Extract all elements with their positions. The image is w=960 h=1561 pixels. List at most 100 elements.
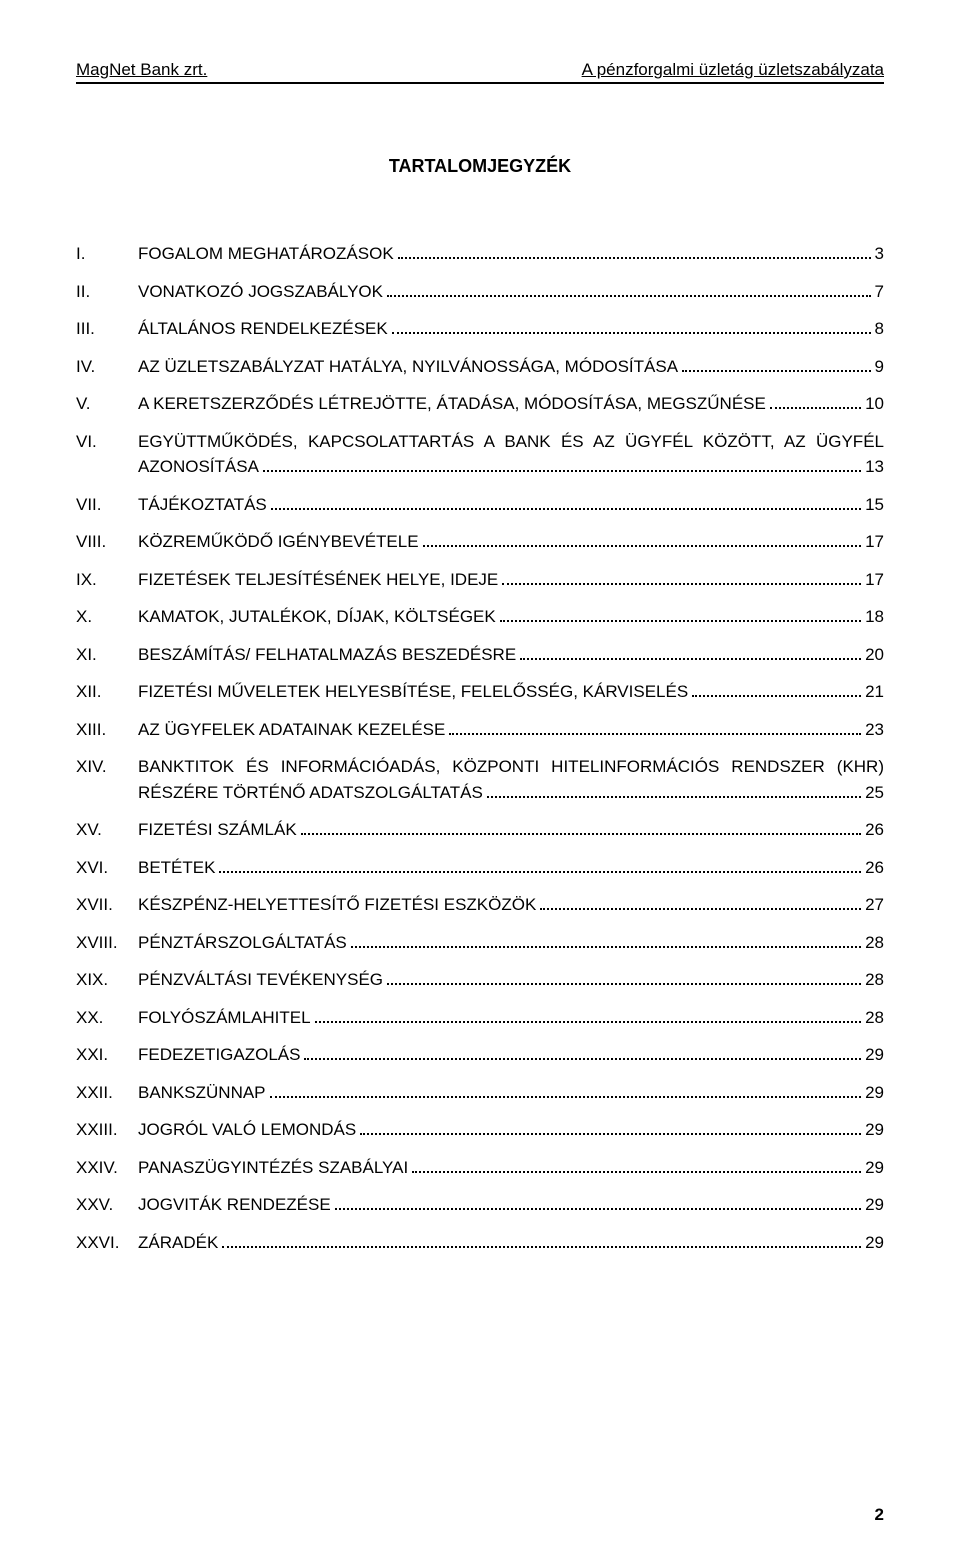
toc-entry-label: FEDEZETIGAZOLÁS bbox=[138, 1042, 300, 1068]
toc-entry: VIII.KÖZREMŰKÖDŐ IGÉNYBEVÉTELE 17 bbox=[76, 529, 884, 555]
toc-entry-page: 20 bbox=[865, 642, 884, 668]
toc-entry-page: 17 bbox=[865, 567, 884, 593]
toc-entry-page: 27 bbox=[865, 892, 884, 918]
toc-entry-page: 29 bbox=[865, 1230, 884, 1256]
toc-entry: XII.FIZETÉSI MŰVELETEK HELYESBÍTÉSE, FEL… bbox=[76, 679, 884, 705]
toc-leader bbox=[392, 320, 871, 334]
toc-entry: II.VONATKOZÓ JOGSZABÁLYOK 7 bbox=[76, 279, 884, 305]
toc-entry-label-line2: AZONOSÍTÁSA bbox=[138, 454, 259, 480]
toc-entry-number: XXI. bbox=[76, 1042, 138, 1068]
toc-entry-line2: AZONOSÍTÁSA 13 bbox=[138, 454, 884, 480]
toc-entry-label: FOGALOM MEGHATÁROZÁSOK bbox=[138, 241, 394, 267]
toc-entry-number: III. bbox=[76, 316, 138, 342]
toc-entry-label: FIZETÉSI MŰVELETEK HELYESBÍTÉSE, FELELŐS… bbox=[138, 679, 688, 705]
toc-entry-label: KAMATOK, JUTALÉKOK, DÍJAK, KÖLTSÉGEK bbox=[138, 604, 496, 630]
toc-entry-label-line1: EGYÜTTMŰKÖDÉS, KAPCSOLATTARTÁS A BANK ÉS… bbox=[138, 429, 884, 455]
toc-entry-number: XXVI. bbox=[76, 1230, 138, 1256]
toc-entry-page: 25 bbox=[865, 780, 884, 806]
toc-entry: XXIV.PANASZÜGYINTÉZÉS SZABÁLYAI 29 bbox=[76, 1155, 884, 1181]
toc-leader bbox=[222, 1234, 861, 1248]
toc-leader bbox=[540, 896, 861, 910]
toc-entry-label: KÖZREMŰKÖDŐ IGÉNYBEVÉTELE bbox=[138, 529, 419, 555]
toc-entry: VI.EGYÜTTMŰKÖDÉS, KAPCSOLATTARTÁS A BANK… bbox=[76, 429, 884, 480]
toc-leader bbox=[423, 533, 862, 547]
toc-entry-body: EGYÜTTMŰKÖDÉS, KAPCSOLATTARTÁS A BANK ÉS… bbox=[138, 429, 884, 480]
toc-entry-number: XI. bbox=[76, 642, 138, 668]
toc-entry-label: FOLYÓSZÁMLAHITEL bbox=[138, 1005, 311, 1031]
toc-leader bbox=[500, 608, 861, 622]
toc-entry-page: 28 bbox=[865, 930, 884, 956]
toc-entry-page: 21 bbox=[865, 679, 884, 705]
toc-entry-label: AZ ÜGYFELEK ADATAINAK KEZELÉSE bbox=[138, 717, 445, 743]
toc-entry-number: IV. bbox=[76, 354, 138, 380]
toc-entry-label: PÉNZTÁRSZOLGÁLTATÁS bbox=[138, 930, 347, 956]
toc-entry-page: 29 bbox=[865, 1042, 884, 1068]
toc-leader bbox=[449, 721, 861, 735]
toc-entry-number: XIX. bbox=[76, 967, 138, 993]
toc-entry-number: XVI. bbox=[76, 855, 138, 881]
toc-leader bbox=[398, 245, 871, 259]
toc-entry-page: 10 bbox=[865, 391, 884, 417]
toc-entry-number: V. bbox=[76, 391, 138, 417]
toc-leader bbox=[304, 1046, 861, 1060]
toc-entry: XIV.BANKTITOK ÉS INFORMÁCIÓADÁS, KÖZPONT… bbox=[76, 754, 884, 805]
toc-leader bbox=[271, 496, 861, 510]
toc-entry-label: PÉNZVÁLTÁSI TEVÉKENYSÉG bbox=[138, 967, 383, 993]
toc-entry-number: VIII. bbox=[76, 529, 138, 555]
toc-entry-number: XIII. bbox=[76, 717, 138, 743]
toc-entry: IV.AZ ÜZLETSZABÁLYZAT HATÁLYA, NYILVÁNOS… bbox=[76, 354, 884, 380]
toc-entry-page: 15 bbox=[865, 492, 884, 518]
toc-entry-label: VONATKOZÓ JOGSZABÁLYOK bbox=[138, 279, 383, 305]
document-page: MagNet Bank zrt. A pénzforgalmi üzletág … bbox=[0, 0, 960, 1561]
toc-entry-number: X. bbox=[76, 604, 138, 630]
toc-entry-label: AZ ÜZLETSZABÁLYZAT HATÁLYA, NYILVÁNOSSÁG… bbox=[138, 354, 678, 380]
toc-leader bbox=[682, 358, 870, 372]
toc-entry-label: JOGVITÁK RENDEZÉSE bbox=[138, 1192, 331, 1218]
toc-entry: XV.FIZETÉSI SZÁMLÁK 26 bbox=[76, 817, 884, 843]
toc-entry-label: JOGRÓL VALÓ LEMONDÁS bbox=[138, 1117, 356, 1143]
toc-entry-number: II. bbox=[76, 279, 138, 305]
toc-entry: V.A KERETSZERZŐDÉS LÉTREJÖTTE, ÁTADÁSA, … bbox=[76, 391, 884, 417]
toc-entry: X.KAMATOK, JUTALÉKOK, DÍJAK, KÖLTSÉGEK 1… bbox=[76, 604, 884, 630]
toc-entry-number: XVII. bbox=[76, 892, 138, 918]
toc-entry-number: XVIII. bbox=[76, 930, 138, 956]
toc-entry-page: 9 bbox=[875, 354, 884, 380]
toc-entry-label: ÁLTALÁNOS RENDELKEZÉSEK bbox=[138, 316, 388, 342]
toc-entry: XXII.BANKSZÜNNAP 29 bbox=[76, 1080, 884, 1106]
toc-entry-page: 28 bbox=[865, 967, 884, 993]
toc-entry: XX.FOLYÓSZÁMLAHITEL 28 bbox=[76, 1005, 884, 1031]
toc-entry-label: BESZÁMÍTÁS/ FELHATALMAZÁS BESZEDÉSRE bbox=[138, 642, 516, 668]
toc-leader bbox=[692, 683, 861, 697]
toc-leader bbox=[520, 646, 861, 660]
page-header: MagNet Bank zrt. A pénzforgalmi üzletág … bbox=[76, 60, 884, 84]
toc-entry-page: 3 bbox=[875, 241, 884, 267]
toc-entry-line2: RÉSZÉRE TÖRTÉNŐ ADATSZOLGÁLTATÁS 25 bbox=[138, 780, 884, 806]
toc-entry: VII.TÁJÉKOZTATÁS 15 bbox=[76, 492, 884, 518]
toc-entry-number: XII. bbox=[76, 679, 138, 705]
toc-entry-number: XXIV. bbox=[76, 1155, 138, 1181]
toc-leader bbox=[412, 1159, 861, 1173]
toc-entry: XI.BESZÁMÍTÁS/ FELHATALMAZÁS BESZEDÉSRE … bbox=[76, 642, 884, 668]
toc-entry-page: 29 bbox=[865, 1080, 884, 1106]
toc-entry-number: XXV. bbox=[76, 1192, 138, 1218]
toc-entry-page: 13 bbox=[865, 454, 884, 480]
toc-leader bbox=[770, 395, 861, 409]
toc-entry-label-line2: RÉSZÉRE TÖRTÉNŐ ADATSZOLGÁLTATÁS bbox=[138, 780, 483, 806]
toc-entry: I.FOGALOM MEGHATÁROZÁSOK 3 bbox=[76, 241, 884, 267]
toc-entry-number: XV. bbox=[76, 817, 138, 843]
toc-leader bbox=[219, 859, 861, 873]
toc-entry-page: 29 bbox=[865, 1117, 884, 1143]
toc-entry-page: 26 bbox=[865, 817, 884, 843]
toc-entry-body: BANKTITOK ÉS INFORMÁCIÓADÁS, KÖZPONTI HI… bbox=[138, 754, 884, 805]
toc-entry-number: XXIII. bbox=[76, 1117, 138, 1143]
toc-entry: III.ÁLTALÁNOS RENDELKEZÉSEK 8 bbox=[76, 316, 884, 342]
toc-leader bbox=[263, 458, 861, 472]
toc-title: TARTALOMJEGYZÉK bbox=[76, 156, 884, 177]
toc-leader bbox=[351, 934, 861, 948]
toc-entry-label: BETÉTEK bbox=[138, 855, 215, 881]
toc-leader bbox=[387, 971, 861, 985]
toc-entry: XIII.AZ ÜGYFELEK ADATAINAK KEZELÉSE 23 bbox=[76, 717, 884, 743]
toc-entry: XXV.JOGVITÁK RENDEZÉSE 29 bbox=[76, 1192, 884, 1218]
toc-entry: XIX.PÉNZVÁLTÁSI TEVÉKENYSÉG 28 bbox=[76, 967, 884, 993]
toc-leader bbox=[360, 1121, 861, 1135]
